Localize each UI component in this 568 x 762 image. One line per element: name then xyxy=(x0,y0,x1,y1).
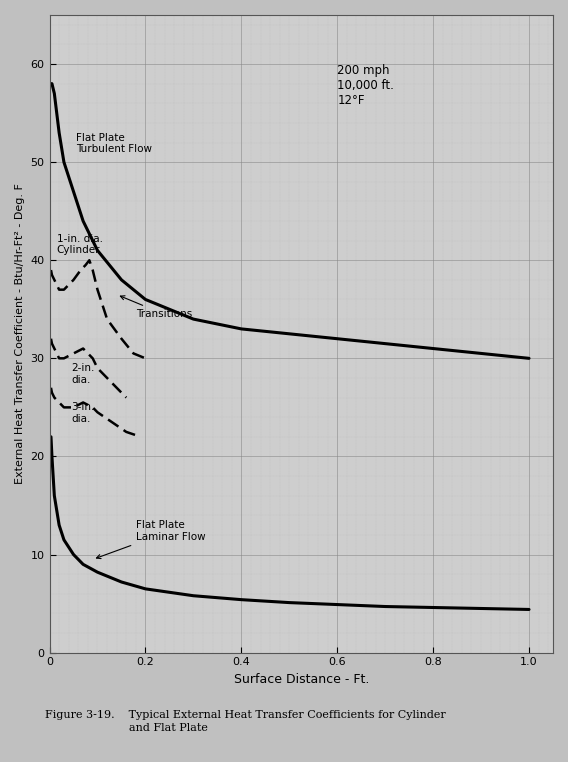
X-axis label: Surface Distance - Ft.: Surface Distance - Ft. xyxy=(233,673,369,686)
Text: 1-in. dia.
Cylinder: 1-in. dia. Cylinder xyxy=(57,234,103,255)
Text: Flat Plate
Laminar Flow: Flat Plate Laminar Flow xyxy=(97,520,206,559)
Text: Flat Plate
Turbulent Flow: Flat Plate Turbulent Flow xyxy=(76,133,152,155)
Text: Figure 3-19.    Typical External Heat Transfer Coefficients for Cylinder: Figure 3-19. Typical External Heat Trans… xyxy=(45,710,446,720)
Text: 200 mph
10,000 ft.
12°F: 200 mph 10,000 ft. 12°F xyxy=(337,64,394,107)
Text: and Flat Plate: and Flat Plate xyxy=(45,723,208,733)
Text: Transitions: Transitions xyxy=(120,296,192,319)
Text: 2-in.
dia.: 2-in. dia. xyxy=(71,363,94,385)
Text: 3-in.
dia.: 3-in. dia. xyxy=(71,402,94,424)
Y-axis label: External Heat Transfer Coefficient - Btu/Hr-Ft² - Deg. F: External Heat Transfer Coefficient - Btu… xyxy=(15,184,25,484)
